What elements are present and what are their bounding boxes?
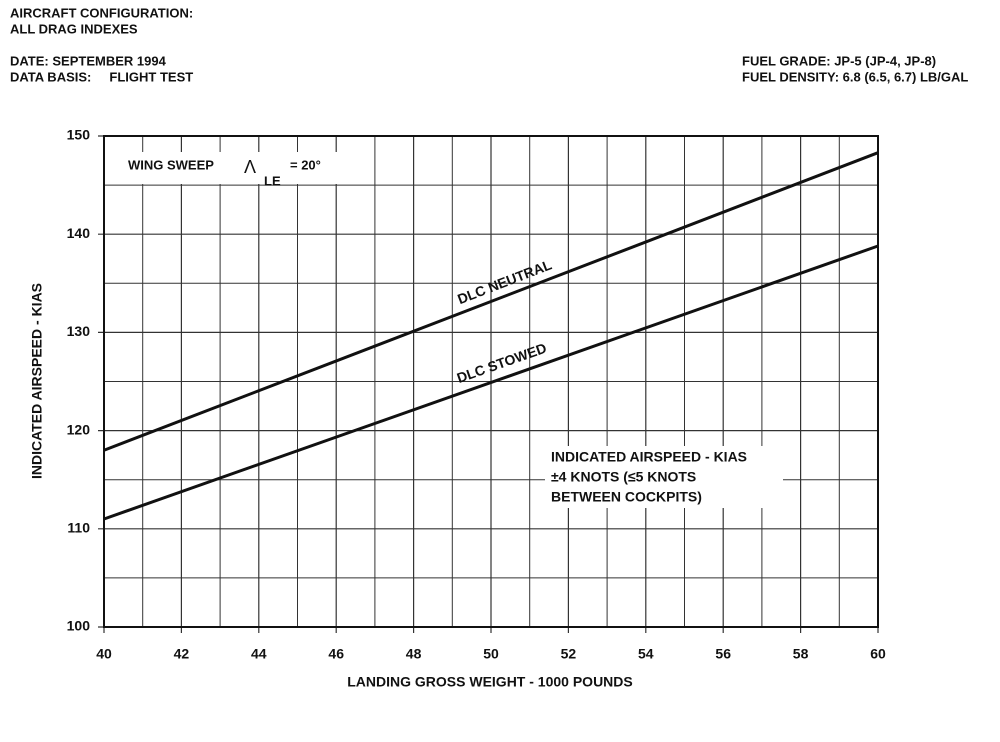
annotation: Λ: [244, 157, 256, 177]
label-box: [118, 152, 350, 184]
header-text: FUEL GRADE: JP-5 (JP-4, JP-8): [742, 53, 936, 68]
annotation: BETWEEN COCKPITS): [551, 489, 702, 505]
header-text: DATA BASIS: FLIGHT TEST: [10, 69, 193, 84]
y-tick-label: 110: [67, 520, 90, 536]
plot-frame: [103, 135, 879, 628]
y-tick-label: 120: [67, 421, 91, 437]
y-tick-label: 100: [67, 618, 91, 634]
x-tick-label: 54: [638, 646, 654, 662]
line-series: [103, 244, 879, 521]
y-axis-title: INDICATED AIRSPEED - KIAS: [29, 283, 45, 479]
x-tick-label: 46: [328, 646, 344, 662]
header-text: AIRCRAFT CONFIGURATION:: [10, 5, 193, 20]
label-box: [545, 446, 783, 508]
y-tick-label: 150: [67, 127, 91, 143]
header-text: FUEL DENSITY: 6.8 (6.5, 6.7) LB/GAL: [742, 69, 968, 84]
x-tick-label: 56: [715, 646, 731, 662]
y-tick-label: 140: [67, 225, 91, 241]
annotation: LE: [264, 173, 281, 188]
annotation: = 20°: [290, 157, 321, 172]
x-tick-label: 58: [793, 646, 809, 662]
x-tick-label: 44: [251, 646, 267, 662]
x-tick-label: 48: [406, 646, 422, 662]
header-text: ALL DRAG INDEXES: [10, 21, 138, 36]
x-tick-label: 52: [561, 646, 577, 662]
header-text: DATE: SEPTEMBER 1994: [10, 53, 167, 68]
x-tick-label: 42: [174, 646, 190, 662]
annotation: INDICATED AIRSPEED - KIAS: [551, 449, 747, 465]
x-tick-label: 40: [96, 646, 112, 662]
line-series: [103, 151, 879, 452]
annotation: WING SWEEP: [128, 157, 214, 172]
x-tick-label: 50: [483, 646, 499, 662]
annotation: ±4 KNOTS (≤5 KNOTS: [551, 469, 696, 485]
y-tick-label: 130: [67, 323, 91, 339]
x-tick-label: 60: [870, 646, 886, 662]
x-axis-title: LANDING GROSS WEIGHT - 1000 POUNDS: [347, 674, 632, 690]
